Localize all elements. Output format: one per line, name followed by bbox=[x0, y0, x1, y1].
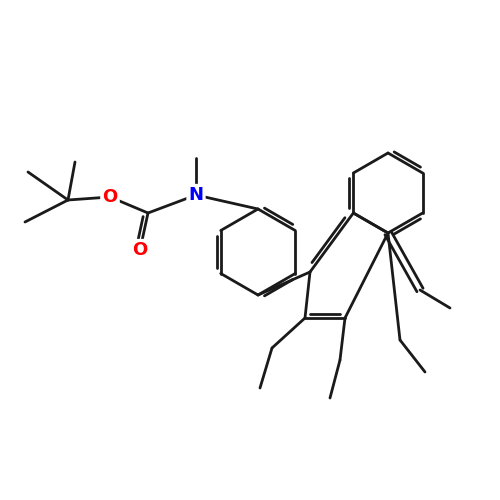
Text: O: O bbox=[102, 188, 118, 206]
Text: O: O bbox=[132, 241, 148, 259]
Text: N: N bbox=[188, 186, 204, 204]
